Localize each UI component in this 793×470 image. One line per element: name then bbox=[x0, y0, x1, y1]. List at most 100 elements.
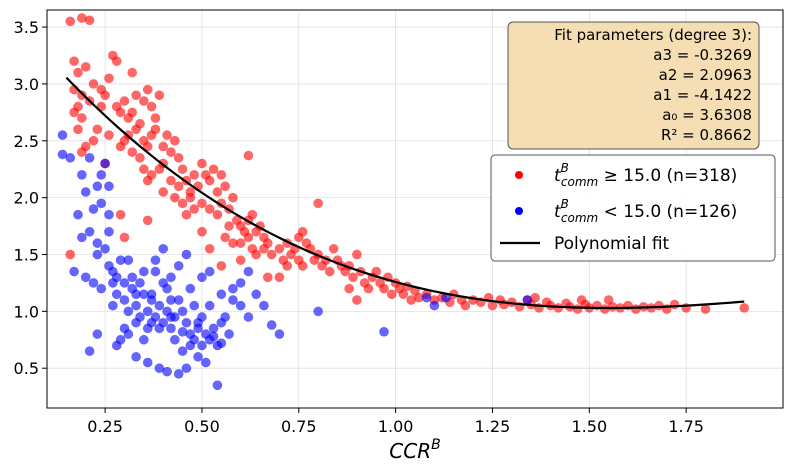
red-point bbox=[204, 243, 215, 254]
blue-point bbox=[142, 357, 153, 368]
blue-point bbox=[185, 283, 196, 294]
blue-point bbox=[193, 351, 203, 362]
blue-point bbox=[146, 289, 157, 300]
blue-point bbox=[80, 272, 91, 283]
blue-point bbox=[228, 283, 238, 294]
legend-label-fit: Polynomial fit bbox=[554, 234, 670, 254]
legend-marker-red bbox=[515, 171, 523, 179]
red-point bbox=[363, 283, 374, 294]
red-point bbox=[235, 238, 246, 249]
blue-point bbox=[88, 204, 99, 214]
y-tick-label: 3.0 bbox=[14, 75, 39, 94]
red-point bbox=[88, 79, 99, 89]
fit-line-a2: a2 = 2.0963 bbox=[659, 66, 752, 84]
y-tick-label: 3.5 bbox=[14, 18, 39, 37]
x-tick-label: 1.75 bbox=[668, 417, 704, 436]
blue-point bbox=[166, 272, 176, 283]
fit-line-a3: a3 = -0.3269 bbox=[653, 46, 752, 64]
blue-point bbox=[92, 181, 103, 192]
fit-box-title: Fit parameters (degree 3): bbox=[554, 26, 752, 44]
blue-point bbox=[197, 272, 207, 283]
blue-point bbox=[104, 209, 114, 220]
fit-box-background bbox=[507, 21, 760, 150]
y-tick-label: 1.0 bbox=[14, 302, 39, 321]
blue-point bbox=[150, 266, 161, 277]
red-point bbox=[173, 181, 184, 192]
red-point bbox=[243, 232, 254, 243]
blue-point bbox=[235, 278, 246, 288]
red-point bbox=[197, 226, 207, 237]
red-point bbox=[216, 169, 227, 180]
red-point bbox=[739, 303, 750, 313]
red-point bbox=[282, 260, 293, 271]
red-point bbox=[460, 300, 471, 311]
legend-marker-blue bbox=[515, 207, 523, 215]
blue-point bbox=[204, 266, 215, 277]
blue-point bbox=[193, 317, 203, 328]
red-point bbox=[76, 113, 87, 123]
red-point bbox=[177, 198, 188, 209]
red-point bbox=[154, 90, 165, 101]
fit-line-a1: a1 = -4.1422 bbox=[653, 86, 752, 104]
x-axis-label: CCRB bbox=[389, 437, 440, 463]
blue-point bbox=[119, 323, 130, 334]
blue-point bbox=[216, 338, 227, 349]
blue-point bbox=[57, 149, 68, 160]
blue-point bbox=[131, 351, 141, 362]
red-point bbox=[142, 84, 153, 95]
blue-point bbox=[169, 334, 180, 345]
blue-point bbox=[185, 340, 196, 351]
red-point bbox=[69, 107, 80, 118]
red-point bbox=[138, 164, 149, 175]
blue-point bbox=[522, 295, 533, 305]
red-point bbox=[348, 272, 358, 283]
red-point bbox=[158, 141, 169, 152]
blue-point bbox=[266, 320, 277, 330]
red-point bbox=[131, 90, 141, 101]
red-point bbox=[351, 295, 362, 305]
blue-point bbox=[104, 181, 114, 192]
blue-point bbox=[173, 368, 184, 379]
legend-label-blue: tB comm < 15.0 (n=126) bbox=[554, 197, 737, 225]
blue-point bbox=[197, 340, 207, 351]
red-point bbox=[224, 221, 234, 231]
blue-point bbox=[65, 152, 76, 163]
red-point bbox=[173, 152, 184, 163]
blue-point bbox=[104, 226, 114, 237]
red-point bbox=[297, 226, 308, 237]
blue-point bbox=[100, 243, 111, 254]
blue-point bbox=[243, 266, 254, 277]
x-tick-label: 1.00 bbox=[378, 417, 414, 436]
x-tick-label: 0.75 bbox=[281, 417, 317, 436]
red-point bbox=[65, 16, 76, 27]
red-point bbox=[150, 113, 161, 123]
blue-point bbox=[119, 295, 130, 305]
blue-point bbox=[127, 272, 138, 283]
blue-point bbox=[57, 130, 68, 140]
x-tick-label: 0.25 bbox=[87, 417, 123, 436]
red-point bbox=[228, 192, 238, 203]
red-point bbox=[700, 304, 711, 314]
red-point bbox=[154, 164, 165, 175]
red-point bbox=[104, 130, 114, 140]
blue-point bbox=[131, 300, 141, 311]
red-point bbox=[127, 107, 138, 118]
blue-point bbox=[158, 243, 169, 254]
blue-point bbox=[80, 187, 91, 197]
blue-point bbox=[220, 312, 231, 322]
blue-point bbox=[212, 380, 223, 391]
red-point bbox=[216, 260, 227, 271]
blue-point bbox=[138, 334, 149, 345]
red-point bbox=[379, 283, 389, 294]
x-tick-label: 1.25 bbox=[475, 417, 511, 436]
blue-point bbox=[177, 346, 188, 357]
red-point bbox=[104, 73, 114, 84]
polynomial-fit-curve bbox=[65, 76, 745, 310]
red-point bbox=[197, 198, 207, 209]
legend-frame bbox=[490, 154, 776, 262]
blue-point bbox=[92, 329, 103, 339]
blue-point bbox=[123, 255, 134, 266]
red-point bbox=[313, 198, 324, 209]
legend-label-red: tB comm ≥ 15.0 (n=318) bbox=[554, 161, 737, 189]
blue-point bbox=[76, 169, 87, 180]
